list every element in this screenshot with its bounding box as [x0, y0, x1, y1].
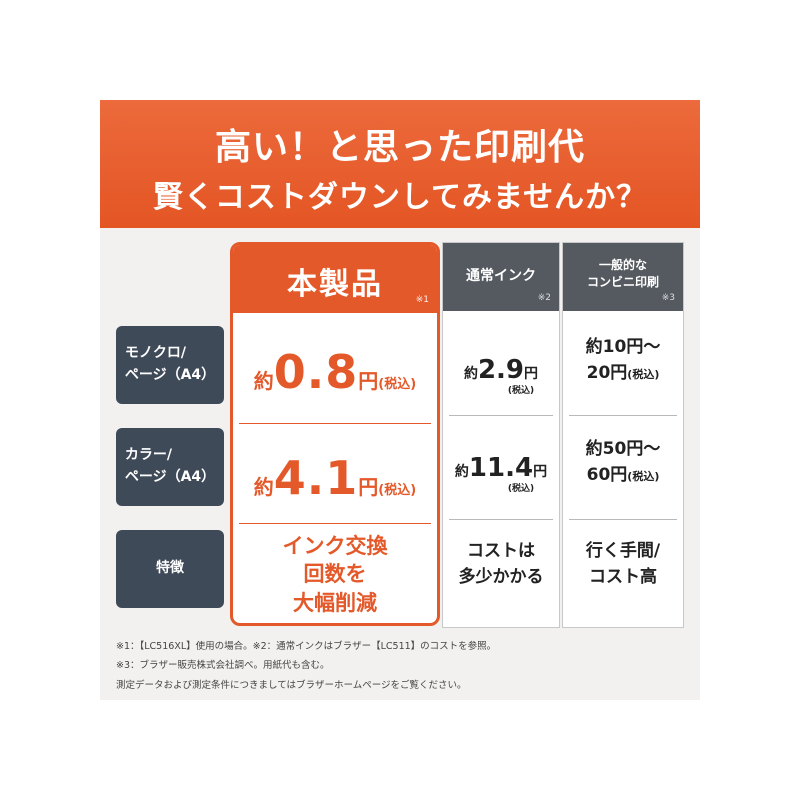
normal-ink-color-cost: 約11.4円 (税込) [443, 453, 559, 494]
feature-line-3: 大幅削減 [293, 590, 377, 615]
row-label-mono: モノクロ/ ページ（A4） [116, 326, 224, 404]
normal-ink-mono-cost: 約2.9円 (税込) [443, 355, 559, 396]
column-convenience-store-header: 一般的な コンビニ印刷 ※3 [563, 243, 683, 311]
cost-number: 4.1 [273, 451, 359, 505]
column-this-product-header: 本製品 ※1 [233, 245, 437, 313]
column-normal-ink: 通常インク ※2 約2.9円 (税込) 約11.4円 (税込) コストは 多少か… [442, 242, 560, 628]
yen-unit: 円 [524, 366, 539, 382]
this-product-color-cost: 約4.1円(税込) [233, 451, 437, 505]
tax-included-label: (税込) [378, 377, 417, 392]
headline-line-2: 賢くコストダウンしてみませんか？ [152, 180, 648, 215]
footnote-3: 測定データおよび測定条件につきましてはブラザーホームページをご覧ください。 [116, 680, 467, 691]
footnote-marker-2: ※2 [537, 293, 551, 303]
feature-line-1: コストは [467, 541, 535, 561]
divider [449, 415, 553, 416]
cost-line-2: 60円 [586, 464, 628, 485]
approx-label: 約 [253, 475, 274, 499]
feature-line-1: 行く手間/ [585, 541, 661, 561]
approx-label: 約 [253, 369, 274, 393]
column-convenience-store-title: 一般的な コンビニ印刷 [563, 257, 683, 291]
tax-included-label: (税込) [627, 469, 660, 483]
title-line-1: 一般的な [598, 258, 647, 272]
column-this-product: 本製品 ※1 約0.8円(税込) 約4.1円(税込) インク交換 回数を 大幅削… [230, 242, 440, 626]
convenience-mono-cost: 約10円～ 20円(税込) [563, 335, 683, 386]
feature-line-2: 回数を [303, 562, 367, 587]
column-normal-ink-header: 通常インク ※2 [443, 243, 559, 311]
footnote-marker-3: ※3 [661, 293, 675, 303]
title-line-2: コンビニ印刷 [586, 274, 659, 289]
divider [569, 519, 677, 520]
column-this-product-title: 本製品 [287, 267, 383, 302]
headline-banner: 高い！と思った印刷代 賢くコストダウンしてみませんか？ [100, 100, 700, 228]
divider [449, 519, 553, 520]
approx-label: 約 [454, 464, 469, 480]
divider [239, 423, 431, 424]
cost-line-1: 約10円～ [585, 337, 661, 357]
row-label-feature: 特徴 [116, 530, 224, 608]
divider [569, 415, 677, 416]
feature-line-2: コスト高 [589, 566, 657, 587]
convenience-feature: 行く手間/ コスト高 [563, 539, 683, 590]
tax-included-label: (税込) [507, 484, 535, 494]
headline-line-1: 高い！と思った印刷代 [214, 127, 585, 168]
yen-unit: 円 [358, 475, 379, 499]
approx-label: 約 [463, 366, 478, 382]
yen-unit: 円 [358, 369, 379, 393]
tax-included-label: (税込) [378, 483, 417, 498]
cost-comparison-card: 高い！と思った印刷代 賢くコストダウンしてみませんか？ モノクロ/ ページ（A4… [100, 100, 700, 700]
cost-line-2: 20円 [586, 362, 628, 383]
cost-number: 2.9 [477, 355, 525, 385]
footnote-1: ※1：【LC516XL】使用の場合。※2：通常インクはブラザー【LC511】のコ… [116, 641, 497, 652]
feature-line-1: インク交換 [282, 534, 388, 558]
row-label-mono-line-1: モノクロ/ [124, 345, 186, 362]
footnote-2: ※3：ブラザー販売株式会社調べ。用紙代も含む。 [116, 660, 330, 671]
divider [239, 523, 431, 524]
column-normal-ink-title: 通常インク [466, 268, 536, 284]
tax-included-label: (税込) [627, 367, 660, 381]
cost-number: 11.4 [468, 453, 534, 483]
footnote-marker-1: ※1 [415, 295, 429, 305]
this-product-feature: インク交換 回数を 大幅削減 [233, 532, 437, 617]
feature-line-2: 多少かかる [458, 566, 544, 587]
row-label-mono-line-2: ページ（A4） [124, 367, 216, 383]
normal-ink-feature: コストは 多少かかる [443, 539, 559, 590]
tax-included-label: (税込) [507, 386, 535, 396]
yen-unit: 円 [533, 464, 548, 480]
column-convenience-store: 一般的な コンビニ印刷 ※3 約10円～ 20円(税込) 約50円～ 60円(税… [562, 242, 684, 628]
row-label-feature-text: 特徴 [156, 560, 184, 577]
cost-line-1: 約50円～ [585, 439, 661, 459]
cost-number: 0.8 [273, 345, 359, 399]
row-label-color-line-1: カラー/ [124, 447, 172, 464]
row-label-color: カラー/ ページ（A4） [116, 428, 224, 506]
row-label-color-line-2: ページ（A4） [124, 469, 216, 485]
this-product-mono-cost: 約0.8円(税込) [233, 345, 437, 399]
convenience-color-cost: 約50円～ 60円(税込) [563, 437, 683, 488]
